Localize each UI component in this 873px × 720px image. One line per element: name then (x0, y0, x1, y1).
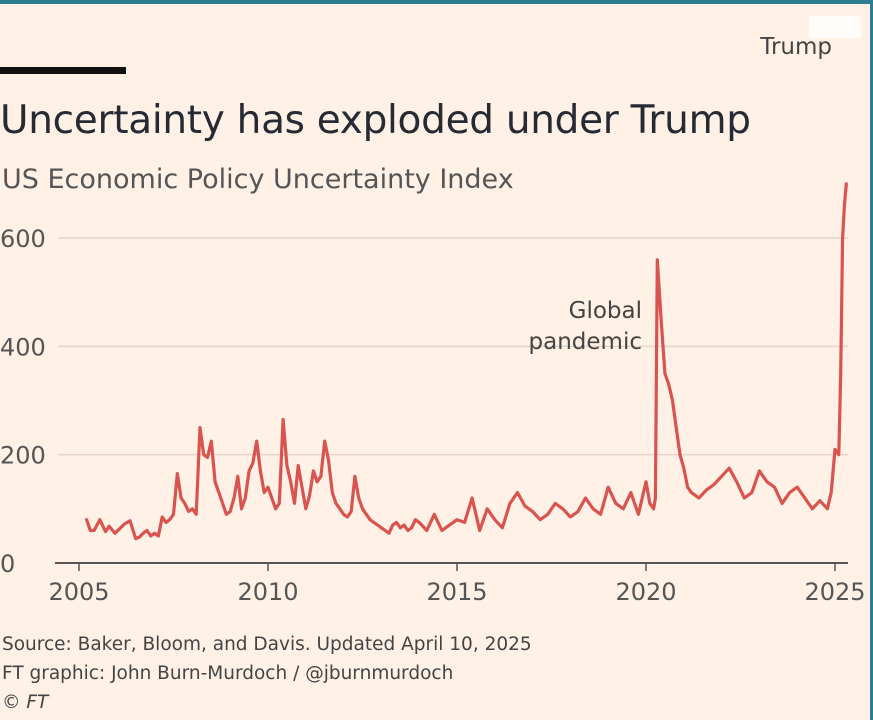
y-axis-labels: 0 200 400 600 (0, 225, 46, 578)
copyright-note: © FT (2, 692, 49, 713)
series-line-0 (84, 182, 848, 541)
source-note: Source: Baker, Bloom, and Davis. Updated… (2, 634, 532, 655)
y-tick-label-600: 600 (0, 225, 46, 253)
x-axis: 2005 2010 2015 2020 2025 (48, 563, 866, 606)
ft-accent-bar (0, 67, 126, 74)
annotation-pandemic-line-1: pandemic (529, 329, 642, 355)
y-tick-label-0: 0 (0, 550, 15, 578)
x-tick-label-2005: 2005 (48, 578, 109, 606)
x-tick-label-2020: 2020 (615, 578, 676, 606)
grid-lines (55, 237, 848, 564)
chart-subtitle: US Economic Policy Uncertainty Index (2, 164, 514, 195)
chart-footer: Source: Baker, Bloom, and Davis. Updated… (2, 630, 532, 717)
x-tick-label-2015: 2015 (426, 578, 487, 606)
x-tick-label-2010: 2010 (237, 578, 298, 606)
y-tick-label-400: 400 (0, 333, 46, 361)
annotations: Global pandemic Trump (529, 34, 832, 355)
credit-note: FT graphic: John Burn-Murdoch / @jburnmu… (2, 663, 454, 684)
series-group (84, 182, 848, 541)
y-tick-label-200: 200 (0, 442, 46, 470)
annotation-trump-line-0: Trump (759, 34, 832, 60)
annotation-pandemic-line-0: Global (569, 298, 642, 324)
chart-title: Uncertainty has exploded under Trump (0, 98, 751, 143)
watermark-badge (809, 16, 861, 38)
x-tick-label-2025: 2025 (804, 578, 865, 606)
